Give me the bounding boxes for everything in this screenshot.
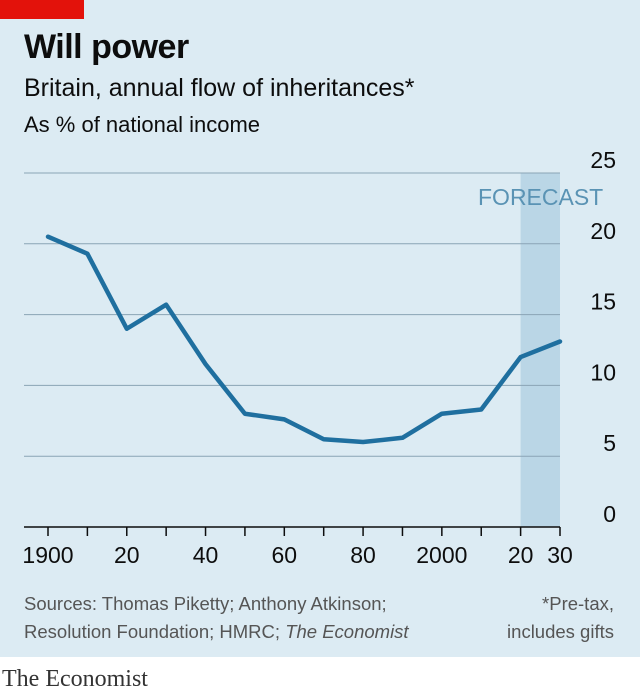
x-tick-label: 30 <box>547 542 573 568</box>
y-tick-label: 15 <box>590 289 616 315</box>
sources-italic: The Economist <box>285 621 409 642</box>
y-tick-label: 0 <box>603 501 616 527</box>
footnote: *Pre-tax, includes gifts <box>507 590 614 646</box>
gridlines <box>24 172 560 528</box>
x-tick-label: 1900 <box>22 542 73 568</box>
sources-line-2-text: Resolution Foundation; HMRC; <box>24 621 286 642</box>
x-tick-label: 40 <box>193 542 219 568</box>
y-tick-label: 10 <box>590 359 616 385</box>
forecast-band-layer: FORECAST <box>478 173 603 527</box>
sources-line-2: Resolution Foundation; HMRC; The Economi… <box>24 618 409 646</box>
footnote-line-2: includes gifts <box>507 621 614 642</box>
x-ticks: 1900 20 40 60 80 2000 20 30 <box>22 527 573 568</box>
sources-line-1: Sources: Thomas Piketty; Anthony Atkinso… <box>24 593 387 614</box>
brand-red-tag <box>0 0 84 19</box>
y-tick-label: 25 <box>590 147 616 173</box>
sources-note: Sources: Thomas Piketty; Anthony Atkinso… <box>24 590 409 646</box>
line-chart: FORECAST 0 5 10 15 20 25 1900 20 40 60 80 2000 20 30 <box>22 147 616 568</box>
forecast-label: FORECAST <box>478 184 603 210</box>
x-tick-label: 20 <box>114 542 140 568</box>
x-tick-label: 20 <box>508 542 534 568</box>
series-layer <box>45 234 563 445</box>
chart-title: Will power <box>24 28 189 66</box>
chart-subtitle: Britain, annual flow of inheritances* <box>24 74 415 102</box>
x-tick-label: 80 <box>350 542 376 568</box>
x-tick-label: 60 <box>272 542 298 568</box>
x-tick-label: 2000 <box>416 542 467 568</box>
y-tick-label: 5 <box>603 430 616 456</box>
chart-unit-label: As % of national income <box>24 112 261 137</box>
footnote-line-1: *Pre-tax, <box>542 593 614 614</box>
y-tick-label: 20 <box>590 218 616 244</box>
brand-logo-text: The Economist <box>2 666 148 692</box>
series-line <box>45 234 563 445</box>
y-tick-labels: 0 5 10 15 20 25 <box>590 147 616 527</box>
